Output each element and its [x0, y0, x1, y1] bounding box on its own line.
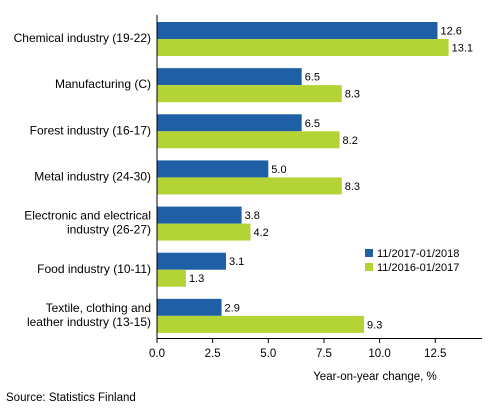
x-tick-label: 2.5	[205, 348, 221, 360]
value-label: 2.9	[225, 302, 240, 314]
bar-1-2	[157, 131, 340, 149]
bar-1-0	[157, 39, 449, 56]
bar-0-5	[157, 252, 227, 270]
x-tick-label: 7.5	[316, 348, 332, 360]
category-label: Electronic and electrical	[24, 209, 151, 223]
value-label: 8.2	[343, 135, 358, 147]
category-label: industry (26-27)	[67, 223, 151, 237]
x-axis-title: Year-on-year change, %	[313, 371, 437, 383]
category-label: Textile, clothing and	[46, 301, 151, 315]
bar-0-0	[157, 22, 438, 39]
value-label: 5.0	[271, 164, 286, 176]
category-label: Manufacturing (C)	[55, 77, 151, 91]
bar-0-1	[157, 68, 302, 86]
value-label: 6.5	[305, 72, 320, 84]
legend-label-0: 11/2017-01/2018	[377, 248, 459, 260]
value-label: 13.1	[452, 43, 473, 55]
legend-label-1: 11/2016-01/2017	[377, 262, 459, 274]
category-label: Forest industry (16-17)	[30, 123, 151, 137]
value-label: 12.6	[440, 26, 461, 38]
value-label: 8.3	[345, 181, 360, 193]
legend-swatch-0	[365, 249, 373, 257]
bar-0-6	[157, 298, 222, 316]
category-label: Chemical industry (19-22)	[14, 31, 151, 45]
x-tick-label: 5.0	[260, 348, 276, 360]
category-label: leather industry (13-15)	[27, 315, 151, 329]
legend-swatch-1	[365, 263, 373, 271]
x-tick-label: 12.5	[424, 348, 446, 360]
value-label: 1.3	[189, 273, 204, 285]
bar-0-3	[157, 160, 269, 178]
bar-0-4	[157, 206, 242, 224]
x-tick-label: 0.0	[149, 348, 165, 360]
bar-1-1	[157, 85, 342, 103]
bar-1-3	[157, 177, 342, 195]
bar-1-5	[157, 269, 186, 287]
bar-1-6	[157, 315, 365, 333]
value-label: 9.3	[367, 319, 382, 331]
value-label: 4.2	[253, 227, 268, 239]
x-tick-label: 10.0	[368, 348, 390, 360]
category-label: Metal industry (24-30)	[34, 170, 151, 184]
value-label: 3.1	[229, 256, 244, 268]
bar-1-4	[157, 223, 251, 241]
value-label: 8.3	[345, 89, 360, 101]
bar-0-2	[157, 114, 302, 132]
source-note: Source: Statistics Finland	[6, 392, 136, 404]
value-label: 6.5	[305, 118, 320, 130]
category-label: Food industry (10-11)	[37, 262, 151, 276]
value-label: 3.8	[245, 210, 260, 222]
